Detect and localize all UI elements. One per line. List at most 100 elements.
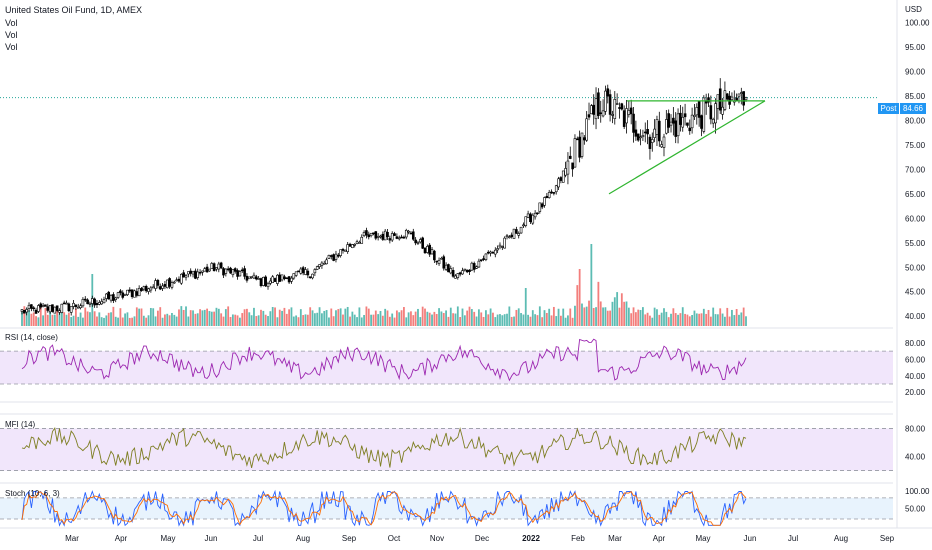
volume-bar: [56, 307, 59, 326]
volume-bar: [557, 308, 560, 326]
volume-bar: [379, 310, 382, 326]
volume-bar: [161, 317, 164, 326]
candle-body: [477, 260, 481, 268]
candle-body: [297, 270, 300, 273]
candle-body: [388, 238, 392, 241]
volume-bar: [42, 315, 44, 326]
volume-bar: [346, 306, 349, 326]
candle-body: [102, 299, 106, 304]
candle-body: [440, 257, 443, 260]
candle-body: [341, 249, 345, 251]
candle-body: [285, 277, 289, 280]
candle-body: [233, 268, 237, 272]
price-axis-tick: 55.00: [905, 239, 926, 248]
candle-body: [744, 97, 748, 101]
volume-bar: [616, 292, 619, 326]
volume-bar: [171, 312, 173, 326]
volume-bar: [702, 308, 705, 326]
candle-body: [512, 228, 516, 239]
candle-body: [491, 252, 495, 254]
time-axis-tick: Jul: [788, 534, 798, 543]
candle-body: [142, 286, 146, 290]
candle-body: [428, 244, 431, 255]
currency-label: USD: [905, 5, 922, 14]
candle-body: [23, 310, 26, 314]
candle-body: [639, 136, 642, 139]
volume-bar: [410, 311, 412, 326]
volume-bar: [23, 306, 26, 326]
candle-body: [308, 276, 312, 279]
candle-body: [693, 114, 696, 117]
volume-bar: [297, 317, 300, 326]
volume-bar: [65, 314, 68, 326]
volume-bar: [735, 309, 738, 326]
rsi-axis-tick: 60.00: [905, 355, 926, 364]
candle-body: [107, 291, 110, 300]
candle-body: [224, 268, 228, 274]
candle-body: [172, 281, 176, 284]
candle-body: [611, 114, 614, 116]
volume-bar: [466, 310, 469, 326]
candle-body: [658, 120, 661, 142]
candle-body: [191, 271, 195, 275]
volume-bar: [82, 317, 84, 326]
candle-body: [137, 288, 141, 297]
candle-body: [149, 287, 153, 291]
candle-body: [702, 97, 706, 132]
volume-bar: [482, 316, 485, 326]
candle-body: [468, 269, 471, 272]
volume-bar: [96, 316, 98, 326]
volume-bar: [168, 315, 171, 326]
volume-bar: [178, 309, 180, 326]
volume-bar: [449, 307, 452, 326]
volume-bar: [93, 311, 96, 326]
candle-body: [201, 270, 204, 273]
volume-bar: [447, 316, 450, 326]
volume-bar: [323, 310, 326, 326]
candle-body: [276, 274, 279, 284]
candle-body: [62, 302, 66, 305]
candle-body: [369, 232, 373, 236]
candle-body: [74, 304, 78, 308]
candle-body: [437, 260, 441, 264]
candle-body: [557, 178, 560, 188]
volume-bar: [740, 312, 743, 326]
rsi-band: [0, 351, 893, 385]
candle-body: [65, 302, 68, 305]
volume-bar: [660, 312, 663, 326]
candle-body: [543, 197, 546, 206]
volume-bar: [637, 309, 640, 326]
candle-body: [25, 309, 28, 313]
candle-body: [568, 155, 572, 159]
volume-bar: [693, 310, 696, 326]
volume-bar: [433, 311, 436, 326]
volume-bar: [224, 309, 227, 326]
volume-bar: [370, 314, 373, 326]
volume-bar: [494, 317, 497, 326]
candle-body: [247, 276, 251, 280]
candle-body: [510, 234, 513, 238]
stoch-band: [0, 497, 893, 519]
volume-bar: [77, 316, 80, 326]
volume-bar: [716, 314, 719, 326]
candle-body: [472, 263, 476, 270]
candle-body: [367, 234, 371, 238]
candle-body: [416, 242, 420, 244]
candle-body: [98, 302, 101, 305]
candle-body: [151, 286, 155, 289]
time-axis-tick: Sep: [342, 534, 357, 543]
volume-bar: [210, 311, 213, 326]
triangle-lower-line: [608, 100, 766, 195]
volume-bar: [299, 309, 302, 326]
candle-body: [585, 118, 588, 141]
volume-bar: [597, 281, 600, 326]
rsi-line: [21, 338, 747, 382]
candle-body: [112, 294, 115, 301]
volume-bar: [695, 313, 698, 326]
candle-body: [198, 271, 202, 274]
volume-bar: [564, 317, 567, 326]
volume-bar: [262, 310, 265, 326]
volume-bar: [358, 307, 361, 326]
volume-bar: [438, 308, 440, 326]
